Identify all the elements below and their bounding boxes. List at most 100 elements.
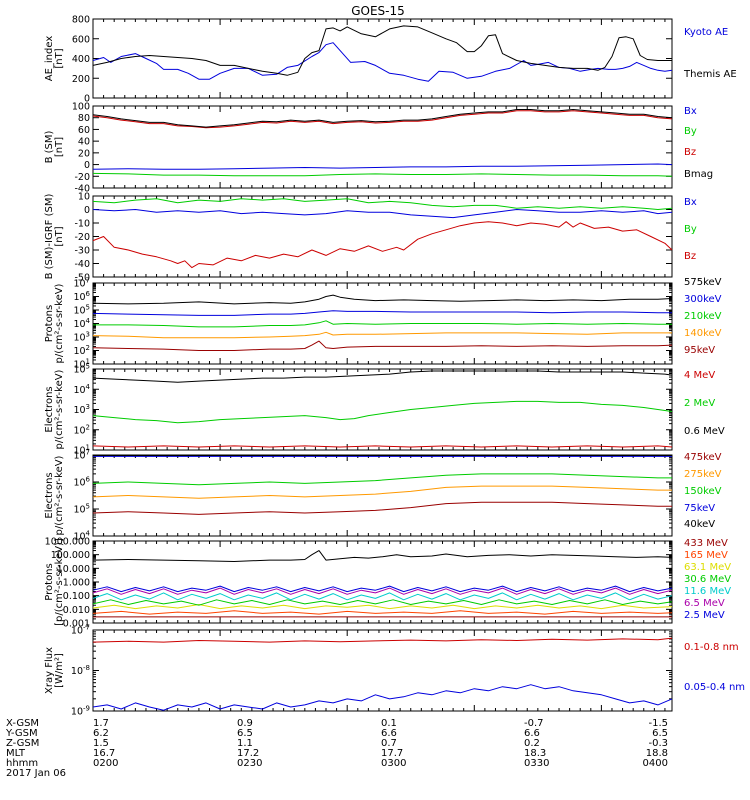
y-axis-label: B (SM)[nT] xyxy=(44,130,65,163)
y-tick-label: 60 xyxy=(78,125,90,136)
y-tick-label: 0.001 xyxy=(63,619,90,630)
legend-label: 575keV xyxy=(684,277,722,288)
y-tick-label: 10.000 xyxy=(57,564,90,575)
legend-label: 210keV xyxy=(684,311,722,322)
y-tick-label: 10-7 xyxy=(71,624,90,637)
y-tick-label: 1.000 xyxy=(63,578,90,589)
series-line-150kev xyxy=(92,473,672,486)
y-tick-label: 106 xyxy=(73,476,90,489)
orbit-value: 17.2 xyxy=(237,748,259,759)
orbit-value: 6.5 xyxy=(237,728,253,739)
series-line-210kev xyxy=(93,320,672,328)
y-tick-label: -30 xyxy=(74,246,90,257)
series-line-63-1-mev xyxy=(92,604,673,610)
y-axis-label: B (SM)-IGRF (SM)[nT] xyxy=(44,194,65,280)
orbit-value: 0.7 xyxy=(381,738,397,749)
panel-frame xyxy=(92,105,673,189)
y-tick-label: -20 xyxy=(74,172,90,183)
legend-label: 40keV xyxy=(684,519,715,530)
series-line-300kev xyxy=(92,310,672,316)
y-axis-label: Xray Flux[W/m²] xyxy=(44,647,65,694)
legend-label: By xyxy=(684,126,697,137)
y-tick-label: 100 xyxy=(72,102,90,113)
series-line-bz xyxy=(92,221,673,269)
orbit-value: 6.5 xyxy=(652,728,668,739)
y-tick-label: 0 xyxy=(84,94,90,105)
orbit-value: 0.2 xyxy=(524,738,540,749)
orbit-value: 0200 xyxy=(93,758,118,769)
legend-label: 275keV xyxy=(684,469,722,480)
y-tick-label: 106 xyxy=(73,290,90,303)
panel-frame xyxy=(92,540,673,624)
orbit-row-label: Y-GSM xyxy=(5,728,38,739)
legend-label: 2 MeV xyxy=(684,398,715,409)
series-line-30-6-mev xyxy=(92,599,673,606)
panel-frame xyxy=(92,195,673,278)
legend-label: 300keV xyxy=(684,294,722,305)
legend-label: 30.6 MeV xyxy=(684,574,731,585)
panel-3: -50 -40 -30 -20 -10 0 10 B (SM)-IGRF (SM)[nT] Bx… xyxy=(44,192,697,284)
legend-label: 63.1 MeV xyxy=(684,562,731,573)
y-tick-label: 400 xyxy=(72,54,90,65)
y-tick-label: 103 xyxy=(73,331,90,344)
orbit-value: 0230 xyxy=(237,758,262,769)
y-tick-label: 0.100 xyxy=(63,591,90,602)
y-axis-label: Electronsp/(cm²-s-sr-keV) xyxy=(44,455,65,535)
panel-frame xyxy=(92,454,673,537)
legend-label: 75keV xyxy=(684,503,715,514)
y-tick-label: 10-8 xyxy=(71,664,90,677)
legend-label: 0.6 MeV xyxy=(684,426,725,437)
orbit-value: 18.3 xyxy=(524,748,546,759)
series-line-4-mev xyxy=(92,445,673,448)
series-line-bx xyxy=(92,163,673,170)
y-tick-label: 10-9 xyxy=(71,705,90,718)
series-line-kyoto-ae xyxy=(92,42,673,82)
orbit-value: 0.1 xyxy=(381,718,397,729)
y-tick-label: 80 xyxy=(78,113,90,124)
orbit-value: 6.2 xyxy=(93,728,109,739)
y-tick-label: 1000.000 xyxy=(45,537,90,548)
orbit-row-label: X-GSM xyxy=(6,718,39,729)
orbit-value: -0.7 xyxy=(524,718,544,729)
series-line-475kev xyxy=(92,501,672,515)
series-line-2-mev xyxy=(92,400,673,424)
series-line-by xyxy=(92,172,673,177)
date-label: 2017 Jan 06 xyxy=(6,768,66,779)
y-tick-label: 800 xyxy=(72,15,90,26)
panel-8: 10-9 10-8 10-7 Xray Flux[W/m²] 0.1-0.8 nm 0.0… xyxy=(44,624,745,718)
y-tick-label: -20 xyxy=(74,232,90,243)
y-tick-label: 104 xyxy=(73,383,90,396)
y-tick-label: 107 xyxy=(73,449,90,462)
panel-frame xyxy=(92,629,673,712)
legend-label: Bz xyxy=(684,147,696,158)
y-tick-label: -40 xyxy=(74,259,90,270)
y-tick-label: 20 xyxy=(78,148,90,159)
y-tick-label: 0 xyxy=(84,160,90,171)
y-tick-label: 105 xyxy=(73,503,90,516)
legend-label: 150keV xyxy=(684,486,722,497)
series-line-themis-ae xyxy=(92,25,672,76)
panel-4: 101102103104105106107Protonsp/(cm²-s-sr-… xyxy=(44,277,722,371)
legend-label: Bz xyxy=(684,251,696,262)
orbit-value: 16.7 xyxy=(93,748,115,759)
legend-label: 4 MeV xyxy=(684,370,715,381)
legend-label: 0.1-0.8 nm xyxy=(684,642,739,653)
legend-label: Bx xyxy=(684,106,697,117)
y-tick-label: 0 xyxy=(84,205,90,216)
legend-label: 95keV xyxy=(684,345,715,356)
series-line-2-5-mev xyxy=(92,585,673,593)
orbit-row-label: MLT xyxy=(6,748,26,759)
y-tick-label: 105 xyxy=(73,363,90,376)
y-tick-label: 105 xyxy=(73,304,90,317)
series-line-0-1-0-8-nm xyxy=(92,637,673,643)
panel-1: 0 200 400 600 800 AE_index[nT] Kyoto AE Themis … xyxy=(44,15,737,105)
plot-title: GOES-15 xyxy=(351,4,405,18)
y-axis-label: Electronsp/(cm²-s-sr-keV) xyxy=(44,369,65,449)
legend-label: Kyoto AE xyxy=(684,27,728,38)
panel-frame xyxy=(92,368,673,451)
series-line-by xyxy=(92,198,673,210)
